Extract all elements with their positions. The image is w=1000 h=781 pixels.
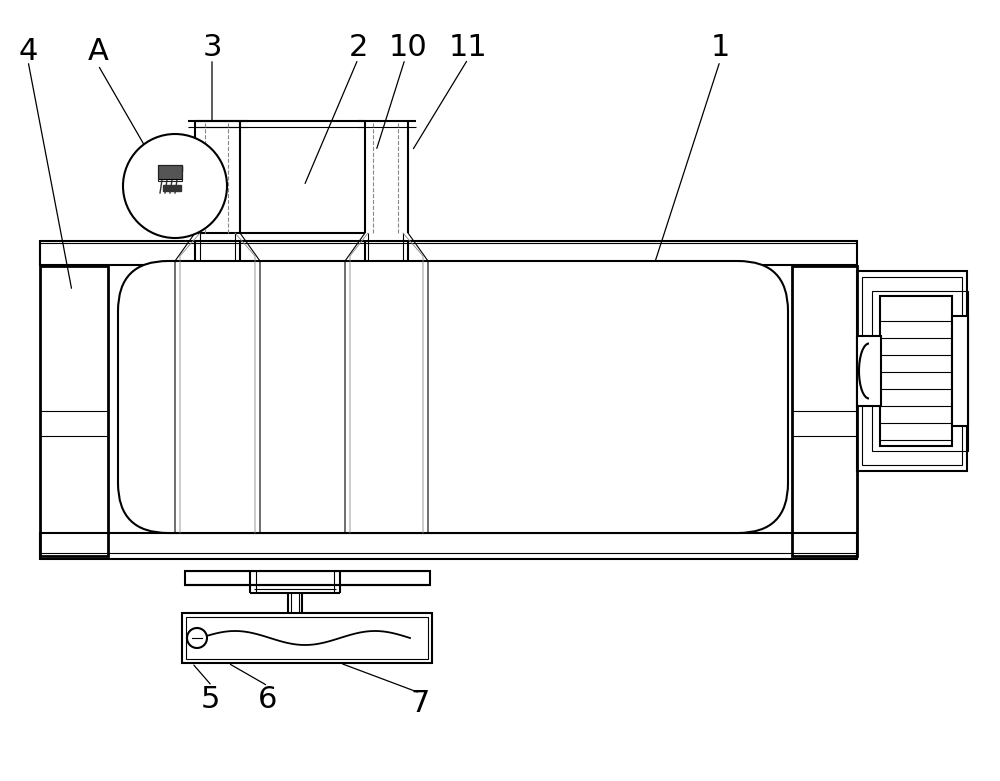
Text: 5: 5 — [200, 684, 220, 714]
Bar — [158, 165, 182, 181]
Bar — [158, 165, 182, 179]
Bar — [185, 571, 430, 585]
Bar — [792, 266, 857, 556]
Bar — [872, 291, 968, 451]
Bar — [857, 271, 967, 471]
Text: 7: 7 — [410, 689, 430, 718]
Text: 4: 4 — [18, 37, 38, 66]
Bar — [952, 316, 968, 426]
Bar — [857, 336, 881, 406]
Circle shape — [187, 628, 207, 648]
Polygon shape — [163, 185, 181, 191]
Bar — [862, 277, 962, 465]
Polygon shape — [160, 166, 182, 171]
FancyBboxPatch shape — [118, 261, 788, 533]
Bar — [40, 533, 857, 559]
Text: 2: 2 — [348, 33, 368, 62]
Bar — [40, 266, 108, 556]
Bar — [182, 613, 432, 663]
Text: 11: 11 — [449, 33, 487, 62]
Bar — [186, 617, 428, 659]
Text: 6: 6 — [258, 684, 278, 714]
Text: 1: 1 — [710, 33, 730, 62]
Bar — [40, 241, 857, 265]
Bar — [880, 296, 952, 446]
Circle shape — [123, 134, 227, 238]
Text: 10: 10 — [389, 33, 427, 62]
Text: 3: 3 — [202, 33, 222, 62]
Text: A: A — [88, 37, 108, 66]
